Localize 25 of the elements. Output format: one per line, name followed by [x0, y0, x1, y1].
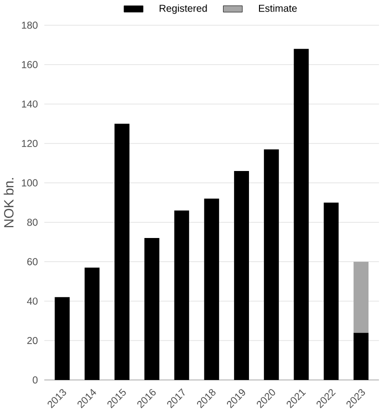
bar	[174, 210, 190, 380]
y-tick-label: 0	[32, 376, 38, 384]
legend-label: Registered	[160, 4, 207, 14]
bar	[353, 262, 368, 333]
bar	[84, 268, 100, 380]
bar	[353, 332, 368, 380]
y-tick-label: 20	[27, 336, 38, 344]
bar	[264, 149, 279, 380]
y-tick-label: 80	[27, 218, 38, 226]
bar	[144, 238, 160, 380]
y-axis-title: NOK bn.	[4, 178, 14, 228]
y-tick-label: 60	[27, 258, 38, 266]
bar	[54, 297, 70, 380]
y-tick-label: 40	[26, 298, 38, 305]
bar	[114, 124, 130, 380]
y-tick-label: 140	[22, 100, 38, 108]
y-tick-label: 180	[22, 22, 38, 29]
y-tick-label: 160	[22, 61, 38, 68]
bar	[234, 171, 249, 380]
bar	[204, 198, 219, 380]
y-tick-label: 120	[22, 140, 38, 148]
y-tick-label: 100	[22, 179, 38, 186]
legend-label: Estimate	[258, 4, 297, 12]
bar	[294, 48, 309, 380]
bar	[324, 202, 339, 380]
